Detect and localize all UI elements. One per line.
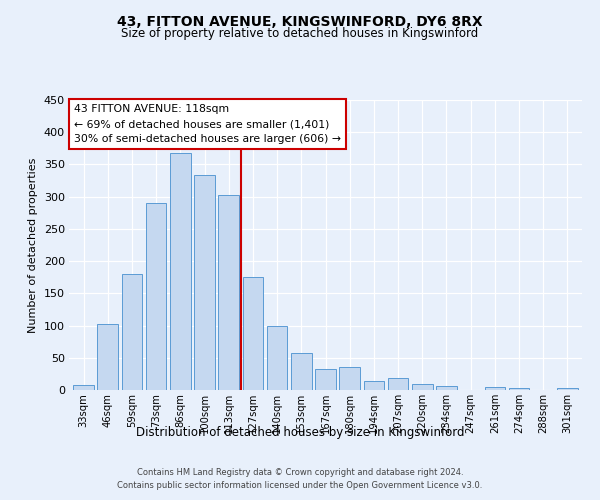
Bar bbox=[73, 385, 94, 390]
Bar bbox=[267, 326, 287, 390]
Bar bbox=[436, 386, 457, 390]
Y-axis label: Number of detached properties: Number of detached properties bbox=[28, 158, 38, 332]
Bar bbox=[557, 388, 578, 390]
Bar bbox=[97, 324, 118, 390]
Bar bbox=[315, 370, 336, 390]
Bar bbox=[412, 384, 433, 390]
Text: Size of property relative to detached houses in Kingswinford: Size of property relative to detached ho… bbox=[121, 28, 479, 40]
Bar bbox=[388, 378, 409, 390]
Bar bbox=[485, 387, 505, 390]
Bar bbox=[218, 194, 239, 390]
Bar bbox=[509, 388, 529, 390]
Bar bbox=[170, 154, 191, 390]
Text: Contains HM Land Registry data © Crown copyright and database right 2024.: Contains HM Land Registry data © Crown c… bbox=[137, 468, 463, 477]
Bar bbox=[122, 274, 142, 390]
Text: Contains public sector information licensed under the Open Government Licence v3: Contains public sector information licen… bbox=[118, 482, 482, 490]
Bar bbox=[364, 381, 384, 390]
Text: 43, FITTON AVENUE, KINGSWINFORD, DY6 8RX: 43, FITTON AVENUE, KINGSWINFORD, DY6 8RX bbox=[117, 15, 483, 29]
Text: 43 FITTON AVENUE: 118sqm
← 69% of detached houses are smaller (1,401)
30% of sem: 43 FITTON AVENUE: 118sqm ← 69% of detach… bbox=[74, 104, 341, 144]
Bar bbox=[291, 352, 311, 390]
Bar bbox=[194, 176, 215, 390]
Text: Distribution of detached houses by size in Kingswinford: Distribution of detached houses by size … bbox=[136, 426, 464, 439]
Bar bbox=[146, 203, 166, 390]
Bar bbox=[242, 277, 263, 390]
Bar bbox=[340, 368, 360, 390]
